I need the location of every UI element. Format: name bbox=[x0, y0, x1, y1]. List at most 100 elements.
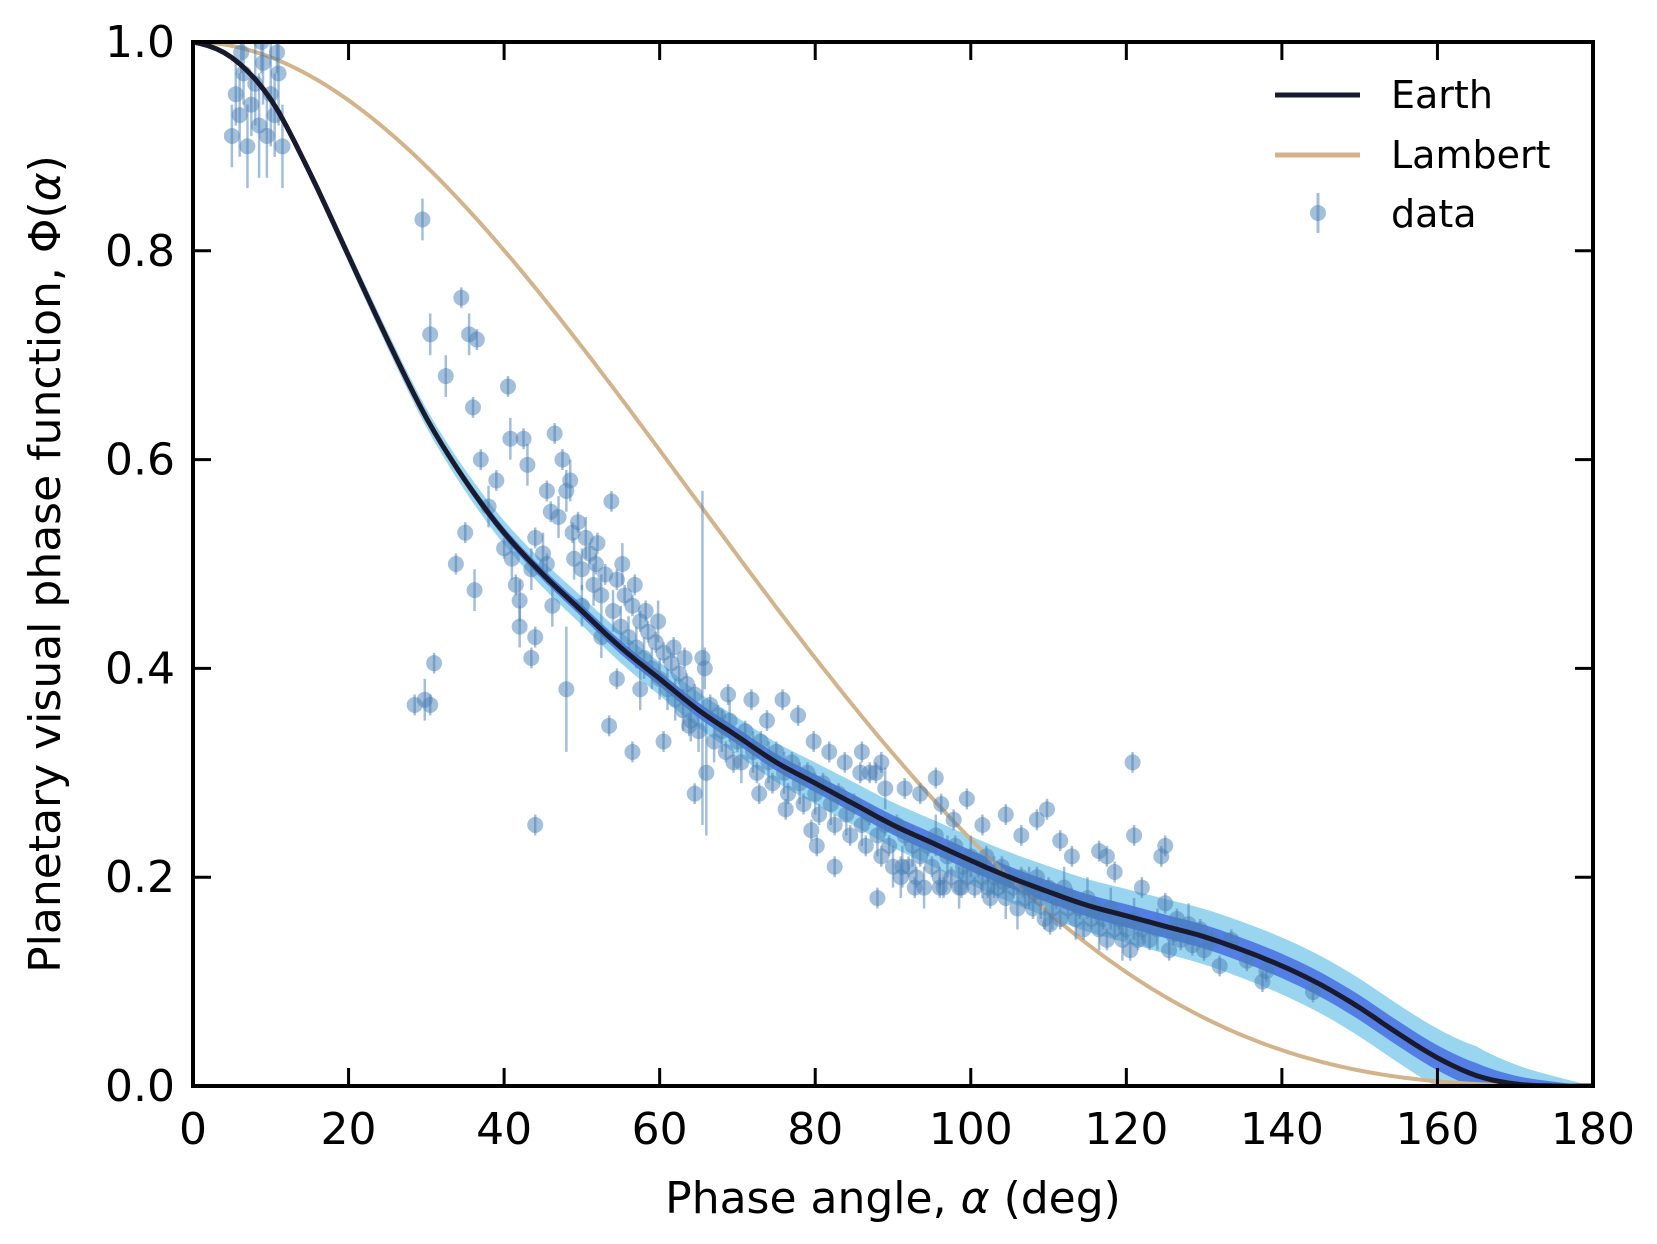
data-point bbox=[608, 668, 625, 690]
data-point bbox=[737, 720, 754, 742]
x-axis-ticks: 0 20 40 60 80 100 120 140 160 180 bbox=[179, 42, 1635, 1155]
data-point bbox=[624, 741, 641, 763]
y-tick-label: 0.6 bbox=[105, 435, 175, 486]
data-point bbox=[857, 835, 874, 857]
data-point bbox=[558, 470, 575, 512]
data-point bbox=[873, 751, 890, 773]
data-point bbox=[472, 449, 489, 471]
x-tick-label: 100 bbox=[929, 1104, 1013, 1155]
data-point bbox=[488, 470, 505, 491]
data-point bbox=[720, 684, 737, 705]
data-point bbox=[927, 767, 944, 789]
plot-frame bbox=[191, 40, 1595, 1088]
data-point bbox=[1039, 798, 1055, 820]
data-point bbox=[502, 417, 519, 460]
data-point bbox=[550, 496, 567, 538]
data-point bbox=[544, 584, 561, 627]
data-point bbox=[465, 396, 481, 418]
data-point bbox=[927, 814, 944, 857]
data-point bbox=[527, 626, 544, 648]
data-point bbox=[1211, 955, 1228, 977]
data-point bbox=[774, 689, 791, 711]
y-tick-label: 0.4 bbox=[105, 643, 175, 694]
data-point bbox=[1124, 751, 1141, 773]
data-point bbox=[239, 104, 256, 189]
x-tick-label: 40 bbox=[476, 1104, 532, 1155]
data-point bbox=[945, 809, 962, 831]
data-point bbox=[515, 428, 532, 450]
x-tick-label: 0 bbox=[179, 1104, 207, 1155]
data-point bbox=[933, 793, 950, 815]
data-point bbox=[1028, 809, 1045, 831]
data-point bbox=[751, 783, 768, 805]
data-point bbox=[624, 595, 641, 617]
data-point bbox=[752, 731, 769, 752]
data-point bbox=[500, 376, 516, 397]
x-tick-label: 120 bbox=[1084, 1104, 1168, 1155]
data-point bbox=[519, 443, 536, 486]
data-point bbox=[1153, 845, 1170, 867]
data-point bbox=[696, 647, 713, 690]
data-point bbox=[626, 574, 643, 596]
data-point bbox=[523, 647, 540, 669]
data-point bbox=[826, 814, 843, 836]
data-point bbox=[896, 778, 913, 799]
data-point bbox=[768, 741, 785, 763]
data-point bbox=[1098, 845, 1115, 867]
data-point bbox=[912, 783, 929, 805]
data-point bbox=[1157, 892, 1174, 914]
data-point bbox=[527, 527, 544, 549]
data-point bbox=[457, 522, 474, 544]
data-points bbox=[223, 42, 1321, 1003]
data-point bbox=[836, 751, 853, 773]
data-point bbox=[1305, 981, 1321, 1003]
data-point bbox=[453, 287, 470, 309]
x-tick-label: 160 bbox=[1395, 1104, 1479, 1155]
legend-data-swatch bbox=[1310, 193, 1326, 233]
data-point bbox=[931, 877, 948, 899]
x-tick-label: 180 bbox=[1551, 1104, 1635, 1155]
data-point bbox=[1042, 913, 1059, 935]
earth-curve bbox=[193, 42, 1593, 1086]
data-point bbox=[826, 856, 843, 878]
y-tick-label: 0.2 bbox=[105, 852, 175, 903]
y-tick-label: 1.0 bbox=[105, 17, 175, 68]
data-point bbox=[538, 480, 555, 502]
data-point bbox=[869, 887, 886, 909]
data-point bbox=[650, 600, 667, 643]
data-point bbox=[795, 793, 812, 815]
data-point bbox=[681, 715, 698, 737]
data-point bbox=[764, 772, 781, 794]
data-point bbox=[676, 647, 693, 669]
plot-area bbox=[193, 42, 1593, 1086]
data-point bbox=[974, 814, 991, 836]
data-point bbox=[655, 731, 672, 752]
x-axis-title: Phase angle, α (deg) bbox=[665, 1173, 1121, 1224]
data-point bbox=[743, 689, 760, 711]
data-point bbox=[632, 668, 649, 711]
data-point bbox=[1126, 825, 1143, 846]
data-point bbox=[511, 605, 528, 648]
data-point bbox=[958, 788, 975, 810]
data-point bbox=[422, 694, 439, 716]
data-point bbox=[748, 762, 765, 784]
data-point bbox=[558, 626, 575, 752]
data-point bbox=[665, 637, 682, 658]
y-tick-label: 0.8 bbox=[105, 226, 175, 277]
lambert-curve bbox=[193, 42, 1593, 1086]
data-point bbox=[603, 490, 620, 512]
data-point bbox=[842, 825, 859, 846]
legend-lambert-label: Lambert bbox=[1391, 133, 1551, 177]
data-point bbox=[894, 845, 911, 888]
data-point bbox=[538, 553, 555, 575]
legend-earth-label: Earth bbox=[1391, 73, 1493, 117]
data-point bbox=[527, 814, 544, 836]
data-point bbox=[614, 543, 631, 585]
x-tick-label: 140 bbox=[1240, 1104, 1324, 1155]
data-point bbox=[780, 783, 796, 805]
data-point bbox=[608, 569, 625, 591]
data-point bbox=[686, 783, 703, 805]
data-point bbox=[437, 355, 454, 397]
data-point bbox=[811, 804, 828, 825]
data-point bbox=[721, 699, 738, 742]
